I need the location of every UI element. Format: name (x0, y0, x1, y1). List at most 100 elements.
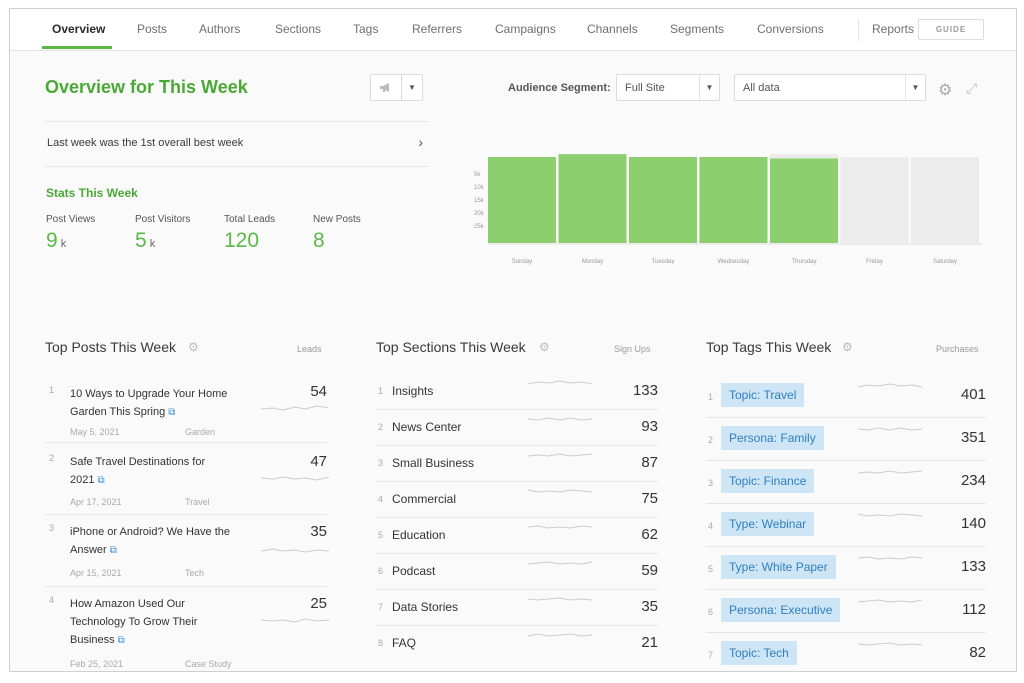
gear-icon[interactable]: ⚙ (938, 82, 953, 99)
section-row[interactable]: 1 Insights 133 (376, 374, 658, 410)
post-row[interactable]: 1 10 Ways to Upgrade Your Home Garden Th… (45, 379, 329, 443)
tab-posts[interactable]: Posts (137, 22, 168, 36)
sparkline (528, 561, 592, 565)
section-row[interactable]: 8 FAQ 21 (376, 626, 658, 662)
section-signups-value: 87 (641, 454, 658, 471)
section-signups-value: 35 (641, 598, 658, 615)
tag-chip[interactable]: Topic: Finance (721, 469, 815, 493)
sparkline (858, 513, 922, 517)
gear-icon[interactable]: ⚙ (188, 340, 199, 354)
row-index: 2 (708, 435, 714, 445)
section-signups-value: 21 (641, 634, 658, 651)
tab-authors[interactable]: Authors (199, 22, 241, 36)
row-index: 7 (378, 602, 384, 612)
tab-overview[interactable]: Overview (52, 22, 106, 36)
section-row[interactable]: 5 Education 62 (376, 518, 658, 554)
sparkline (858, 427, 922, 431)
announce-button[interactable] (370, 74, 402, 101)
post-row[interactable]: 4 How Amazon Used Our Technology To Grow… (45, 589, 329, 671)
external-link-icon[interactable]: ⧉ (97, 475, 105, 486)
tag-purchases-value: 82 (969, 644, 986, 661)
post-title[interactable]: 10 Ways to Upgrade Your Home Garden This… (70, 388, 228, 418)
post-date: Feb 25, 2021 (70, 659, 124, 669)
projected-bar (840, 157, 909, 243)
top-tags-title: Top Tags This Week (706, 339, 832, 355)
projected-bar (911, 157, 979, 243)
tab-channels[interactable]: Channels (587, 22, 638, 36)
sparkline (261, 618, 329, 623)
y-tick-label: 5k (474, 172, 481, 178)
tag-row[interactable]: 7 Topic: Tech 82 (706, 633, 986, 671)
post-leads-value: 25 (310, 595, 327, 612)
sparkline (528, 417, 592, 421)
tag-row[interactable]: 1 Topic: Travel 401 (706, 375, 986, 418)
expand-icon[interactable]: ⤢ (966, 80, 978, 96)
post-leads-value: 47 (310, 453, 327, 470)
audience-segment-value: Full Site (625, 82, 665, 94)
tag-row[interactable]: 2 Persona: Family 351 (706, 418, 986, 461)
row-index: 1 (708, 392, 714, 402)
section-row[interactable]: 3 Small Business 87 (376, 446, 658, 482)
sparkline (858, 470, 922, 474)
best-week-text: Last week was the 1st overall best week (47, 137, 244, 149)
row-index: 8 (378, 638, 384, 648)
tab-reports[interactable]: Reports (872, 22, 915, 36)
announce-dropdown-button[interactable]: ▼ (401, 74, 423, 101)
stat-label-post-views: Post Views (46, 214, 96, 225)
caret-down-icon: ▼ (699, 75, 719, 100)
row-index: 3 (49, 523, 55, 533)
active-tab-indicator (42, 46, 112, 49)
tag-row[interactable]: 3 Topic: Finance 234 (706, 461, 986, 504)
section-row[interactable]: 6 Podcast 59 (376, 554, 658, 590)
top-nav: Overview Posts Authors Sections Tags Ref… (10, 9, 1016, 51)
tag-chip[interactable]: Topic: Travel (721, 383, 805, 407)
gear-icon[interactable]: ⚙ (842, 340, 853, 354)
top-sections-title: Top Sections This Week (376, 339, 526, 355)
post-row[interactable]: 2 Safe Travel Destinations for 2021 ⧉ Apr… (45, 447, 329, 515)
tag-chip[interactable]: Topic: Tech (721, 641, 797, 665)
post-title[interactable]: How Amazon Used Our Technology To Grow T… (70, 598, 198, 646)
data-filter-select[interactable]: All data ▼ (734, 74, 926, 101)
external-link-icon[interactable]: ⧉ (109, 545, 117, 556)
post-title[interactable]: Safe Travel Destinations for 2021 ⧉ (70, 456, 206, 486)
sparkline (858, 599, 922, 603)
tab-conversions[interactable]: Conversions (757, 22, 824, 36)
post-row[interactable]: 3 iPhone or Android? We Have the Answer ⧉… (45, 517, 329, 587)
tab-sections[interactable]: Sections (275, 22, 322, 36)
stat-label-new-posts: New Posts (313, 214, 361, 225)
tab-tags[interactable]: Tags (353, 22, 379, 36)
audience-segment-select[interactable]: Full Site ▼ (616, 74, 720, 101)
tag-row[interactable]: 4 Type: Webinar 140 (706, 504, 986, 547)
guide-button[interactable]: GUIDE (918, 19, 984, 40)
chart-bar (629, 157, 697, 243)
section-name: News Center (392, 420, 462, 434)
tab-campaigns[interactable]: Campaigns (495, 22, 556, 36)
section-row[interactable]: 2 News Center 93 (376, 410, 658, 446)
sparkline (261, 405, 329, 411)
section-name: Podcast (392, 564, 436, 578)
external-link-icon[interactable]: ⧉ (117, 635, 125, 646)
tab-segments[interactable]: Segments (670, 22, 725, 36)
tag-chip[interactable]: Type: White Paper (721, 555, 836, 579)
tag-row[interactable]: 6 Persona: Executive 112 (706, 590, 986, 633)
top-posts-title: Top Posts This Week (45, 339, 176, 355)
chart-bar (699, 157, 768, 243)
section-row[interactable]: 4 Commercial 75 (376, 482, 658, 518)
post-title[interactable]: iPhone or Android? We Have the Answer ⧉ (70, 526, 231, 556)
best-week-row[interactable]: Last week was the 1st overall best week … (45, 121, 429, 167)
external-link-icon[interactable]: ⧉ (168, 407, 176, 418)
x-tick-label: Tuesday (652, 259, 675, 265)
tag-purchases-value: 133 (960, 558, 986, 575)
tag-chip[interactable]: Persona: Family (721, 426, 824, 450)
tag-chip[interactable]: Type: Webinar (721, 512, 815, 536)
tag-purchases-value: 234 (960, 472, 986, 489)
tag-purchases-value: 401 (960, 386, 986, 403)
tag-row[interactable]: 5 Type: White Paper 133 (706, 547, 986, 590)
tag-chip[interactable]: Persona: Executive (721, 598, 841, 622)
row-index: 5 (378, 530, 384, 540)
stat-value-total-leads: 120 (224, 229, 260, 252)
gear-icon[interactable]: ⚙ (539, 340, 550, 354)
tab-referrers[interactable]: Referrers (412, 22, 463, 36)
section-row[interactable]: 7 Data Stories 35 (376, 590, 658, 626)
chart-bar (488, 157, 556, 243)
